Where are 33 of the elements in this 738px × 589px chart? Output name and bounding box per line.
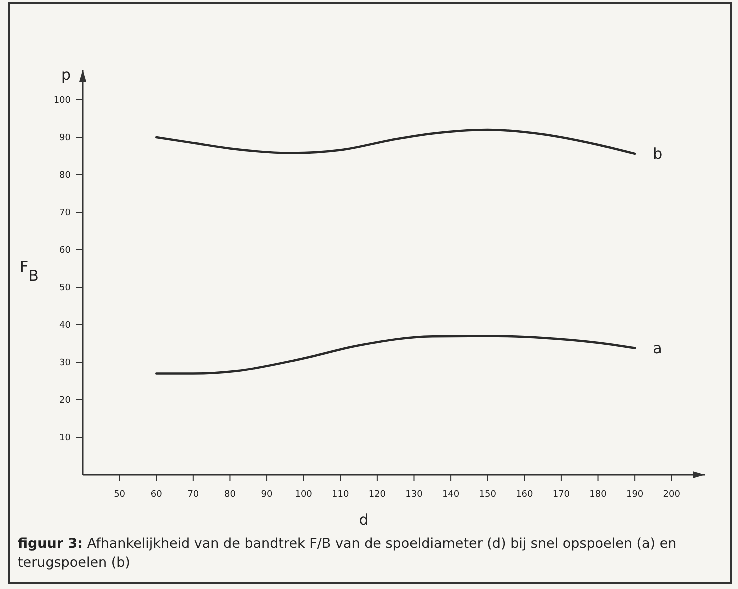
- x-tick-label: 110: [332, 490, 350, 500]
- text: p: [61, 66, 71, 84]
- series-label: b: [653, 145, 663, 163]
- y-tick-label: 10: [60, 434, 72, 444]
- x-tick-label: 60: [150, 490, 163, 500]
- y-tick-label: 60: [60, 246, 72, 256]
- series-label: a: [653, 339, 662, 358]
- x-tick-label: 130: [406, 490, 424, 500]
- y-tick-label: 70: [60, 208, 72, 218]
- x-tick-label: 150: [479, 490, 497, 500]
- x-tick-label: 50: [114, 490, 126, 500]
- x-tick-label: 90: [261, 490, 274, 500]
- x-tick-label: 200: [663, 490, 681, 500]
- x-tick-label: 70: [188, 490, 200, 500]
- text: figuur 3: Afhankelijkheid van de bandtrek F/B van de spoeldiameter (d) bij snel opspoelen (a) en terugspoelen (b): [18, 535, 678, 573]
- y-tick-label: 80: [60, 171, 72, 181]
- y-tick-label: 20: [60, 396, 72, 406]
- x-tick-label: 190: [626, 490, 644, 500]
- x-tick-label: 160: [516, 490, 534, 500]
- x-tick-label: 140: [442, 490, 460, 500]
- line-series: [156, 335, 636, 375]
- y-tick-label: 50: [60, 284, 72, 294]
- y-tick-label: 40: [60, 321, 72, 331]
- x-tick-label: 100: [295, 490, 313, 500]
- y-tick-label: 90: [60, 134, 72, 144]
- x-tick-label: 80: [224, 490, 236, 500]
- x-tick-label: 180: [590, 490, 608, 500]
- x-axis-title: d: [359, 511, 369, 529]
- y-tick-label: 30: [60, 358, 72, 368]
- x-tick-label: 120: [368, 490, 386, 500]
- y-tick-label: 100: [54, 96, 72, 106]
- line-series: [156, 128, 636, 156]
- x-tick-label: 170: [552, 490, 570, 500]
